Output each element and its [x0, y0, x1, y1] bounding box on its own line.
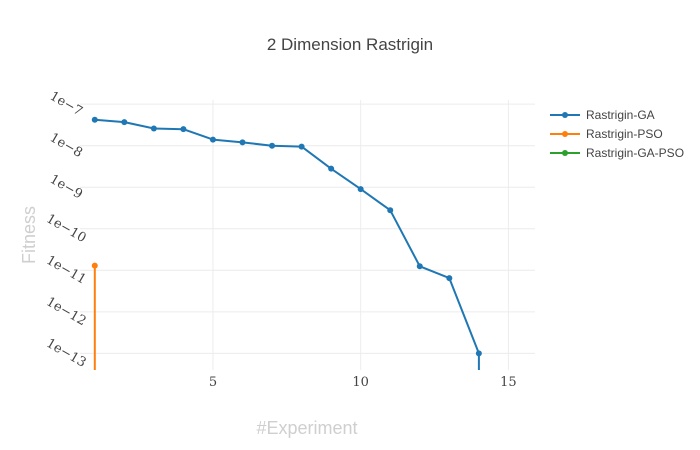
- y-tick-label: 1e−11: [43, 253, 88, 288]
- data-point-rastrigin-ga[interactable]: [121, 119, 128, 126]
- legend-swatch-marker: [562, 131, 568, 137]
- legend-item-rastrigin-pso[interactable]: Rastrigin-PSO: [550, 127, 663, 141]
- data-point-rastrigin-ga[interactable]: [298, 143, 305, 150]
- data-point-rastrigin-ga[interactable]: [357, 186, 364, 193]
- data-point-rastrigin-ga[interactable]: [269, 142, 276, 149]
- data-point-rastrigin-ga[interactable]: [91, 116, 98, 123]
- legend-item-rastrigin-ga-pso[interactable]: Rastrigin-GA-PSO: [550, 146, 684, 160]
- data-point-rastrigin-ga[interactable]: [475, 350, 482, 357]
- x-axis-title: #Experiment: [256, 418, 357, 438]
- data-point-rastrigin-ga[interactable]: [416, 263, 423, 270]
- legend-label: Rastrigin-GA-PSO: [586, 146, 684, 160]
- series-layer: [91, 116, 482, 370]
- x-tick-label: 5: [209, 375, 217, 390]
- legend-swatch-marker: [562, 150, 568, 156]
- legend-item-rastrigin-ga[interactable]: Rastrigin-GA: [550, 108, 655, 122]
- x-tick-label: 10: [352, 375, 369, 390]
- y-tick-label: 1e−10: [43, 211, 88, 246]
- tick-layer: 5 10 15 1e−7 1e−8 1e−9 1e−10 1e−11 1e−12 1e−13: [43, 89, 516, 390]
- data-point-rastrigin-ga[interactable]: [180, 126, 187, 133]
- chart-title: 2 Dimension Rastrigin: [267, 35, 433, 54]
- y-tick-label: 1e−9: [47, 172, 85, 203]
- y-tick-label: 1e−12: [43, 294, 88, 329]
- y-tick-label: 1e−7: [47, 89, 85, 120]
- data-point-rastrigin-ga[interactable]: [239, 139, 246, 146]
- y-axis-title: Fitness: [19, 206, 39, 264]
- legend[interactable]: Rastrigin-GA Rastrigin-PSO Rastrigin-GA-PS…: [550, 108, 684, 160]
- data-point-rastrigin-ga[interactable]: [387, 207, 394, 214]
- data-point-rastrigin-ga[interactable]: [446, 275, 453, 282]
- x-tick-label: 15: [500, 375, 517, 390]
- y-tick-label: 1e−13: [43, 336, 88, 371]
- y-tick-label: 1e−8: [47, 130, 85, 161]
- legend-label: Rastrigin-GA: [586, 108, 655, 122]
- series-line-rastrigin-ga: [94, 118, 480, 370]
- legend-label: Rastrigin-PSO: [586, 127, 663, 141]
- data-point-rastrigin-ga[interactable]: [150, 125, 157, 132]
- data-point-rastrigin-pso[interactable]: [91, 262, 98, 269]
- grid-layer: [80, 100, 535, 370]
- legend-swatch-marker: [562, 112, 568, 118]
- data-point-rastrigin-ga[interactable]: [328, 165, 335, 172]
- data-point-rastrigin-ga[interactable]: [209, 136, 216, 143]
